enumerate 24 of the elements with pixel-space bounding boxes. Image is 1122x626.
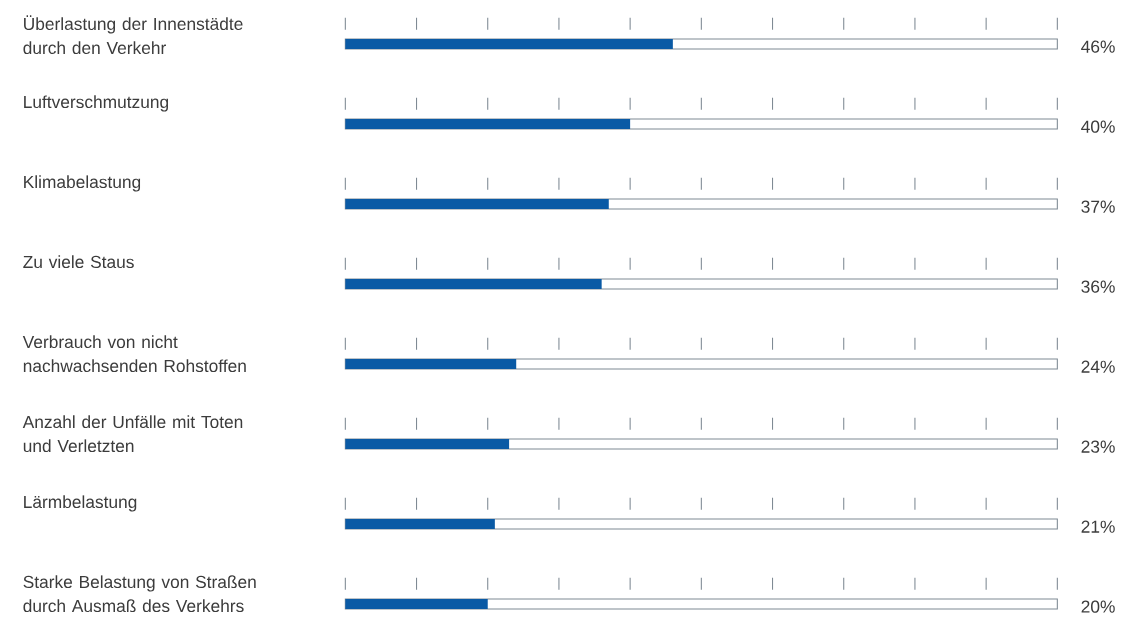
bar [345, 199, 609, 209]
y-tick-label: Starke Belastung von Straßen durch Ausmaß des Verkehrs [23, 575, 256, 613]
data-label: 23% [1081, 440, 1115, 453]
bar [345, 119, 631, 129]
data-label: 46% [1081, 40, 1115, 53]
data-label: 24% [1081, 360, 1115, 373]
y-tick-label: Zu viele Staus [23, 255, 134, 269]
bar [345, 438, 510, 449]
data-label: 21% [1081, 520, 1115, 533]
bar [345, 358, 517, 369]
bar [345, 518, 495, 529]
data-label: 36% [1081, 280, 1115, 293]
y-tick-label: Überlastung der Innenstädte durch den Verkehr [23, 15, 243, 55]
y-tick-label: Klimabelastung [24, 175, 141, 192]
data-label: 37% [1081, 200, 1115, 213]
data-label: 20% [1081, 600, 1115, 613]
bar [345, 278, 602, 289]
data-label: 40% [1081, 120, 1115, 133]
bar [345, 598, 488, 609]
y-tick-label: Anzahl der Unfälle mit Toten und Verletzten [22, 415, 243, 453]
bar [345, 39, 673, 49]
y-tick-label: Verbrauch von nicht nachwachsenden Rohstoffen [22, 335, 246, 373]
y-tick-label: Luftverschmutzung [24, 95, 169, 112]
y-tick-label: Lärmbelastung [24, 495, 137, 512]
